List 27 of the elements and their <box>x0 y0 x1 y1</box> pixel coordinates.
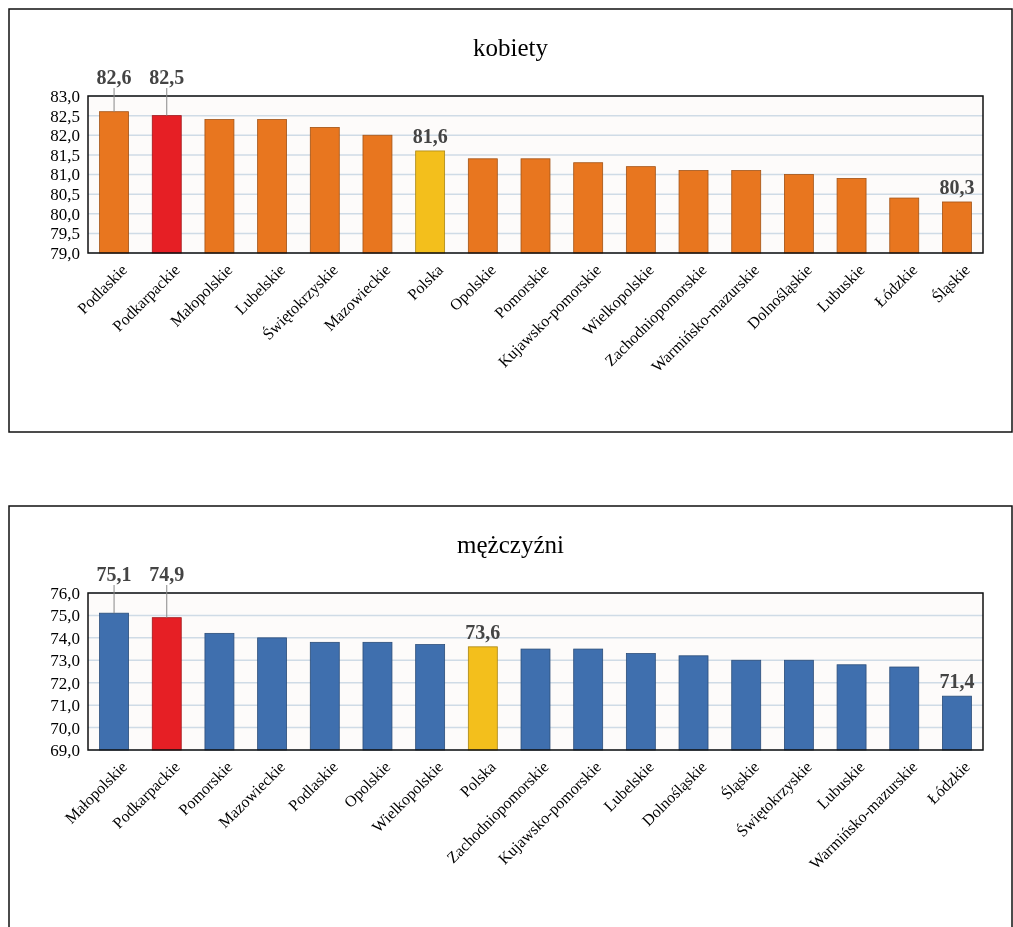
data-label: 81,6 <box>412 124 448 147</box>
y-tick-label: 83,0 <box>50 86 80 106</box>
data-label: 75,1 <box>96 563 132 585</box>
y-tick-label: 73,0 <box>50 651 80 671</box>
y-tick-label: 79,0 <box>50 243 80 263</box>
data-label: 74,9 <box>149 563 185 585</box>
y-tick-label: 79,5 <box>50 224 80 244</box>
chart-title: mężczyźni <box>457 531 564 558</box>
y-tick-label: 70,0 <box>50 718 80 738</box>
y-tick-label: 81,5 <box>50 145 80 165</box>
data-label: 71,4 <box>939 670 975 693</box>
y-tick-label: 76,0 <box>50 583 80 603</box>
y-tick-label: 74,0 <box>50 628 80 648</box>
data-label: 80,3 <box>939 175 975 198</box>
data-label: 82,5 <box>149 66 185 88</box>
y-tick-label: 80,0 <box>50 204 80 224</box>
data-label: 73,6 <box>465 620 501 643</box>
y-tick-label: 69,0 <box>50 740 80 760</box>
y-tick-label: 82,0 <box>50 126 80 146</box>
y-tick-label: 75,0 <box>50 606 80 626</box>
data-label: 82,6 <box>96 66 132 88</box>
y-tick-label: 80,5 <box>50 185 80 205</box>
y-tick-label: 71,0 <box>50 696 80 716</box>
chart-title: kobiety <box>473 34 549 61</box>
y-tick-label: 81,0 <box>50 165 80 185</box>
y-tick-label: 82,5 <box>50 106 80 126</box>
y-tick-label: 72,0 <box>50 673 80 693</box>
